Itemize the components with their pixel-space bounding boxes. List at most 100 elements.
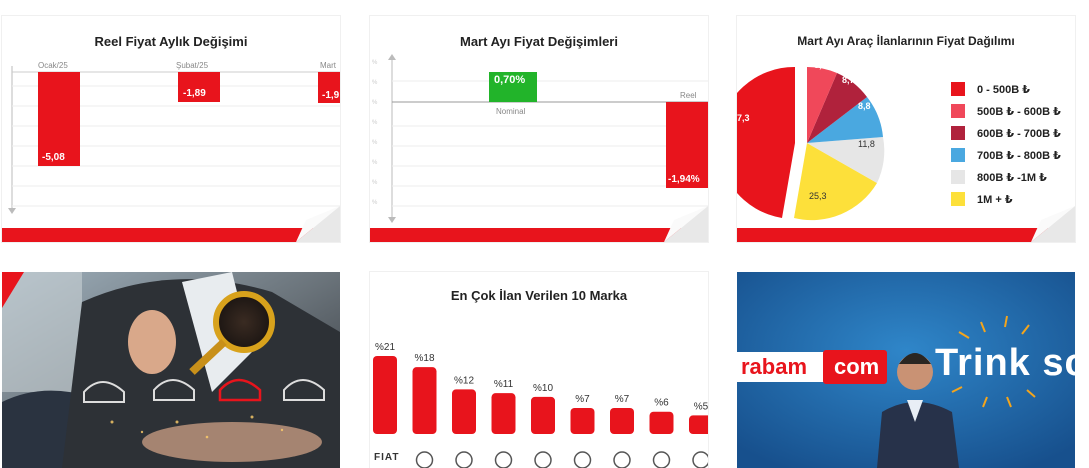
footer-bar: [2, 228, 340, 242]
card-title: Reel Fiyat Aylık Değişimi: [94, 34, 248, 49]
brand-percent-label: %21: [375, 342, 395, 353]
slice-1m: [794, 143, 877, 221]
brand-logo-icon: [494, 451, 513, 468]
legend-label: 700B ₺ - 800B ₺: [977, 149, 1061, 162]
slice-600-700: [807, 73, 867, 143]
label-ocak: Ocak/25: [38, 61, 68, 70]
page-fold-icon: [296, 206, 340, 242]
card-title: Mart Ayı Fiyat Değişimleri: [460, 34, 618, 49]
trink-text: Trink sc: [935, 342, 1075, 384]
march-price-card[interactable]: Mart Ayı Fiyat Değişimleri %%% %%% %% 0,…: [370, 16, 708, 242]
label-mart: Mart: [320, 61, 336, 70]
svg-text:8,7: 8,7: [842, 75, 855, 85]
price-distribution-card[interactable]: Mart Ayı Araç İlanlarının Fiyat Dağılımı…: [737, 16, 1075, 242]
reel-price-card[interactable]: Reel Fiyat Aylık Değişimi Ocak/25 Şubat/…: [2, 16, 340, 242]
label-subat: Şubat/25: [176, 61, 209, 70]
slice-800-1m: [807, 137, 885, 183]
label-reel: Reel: [680, 91, 697, 100]
bar-reel: [666, 102, 708, 188]
brand-percent-label: %18: [414, 353, 434, 364]
brand-percent-label: %7: [575, 394, 590, 405]
brands-bar-chart: %21 %18 %12 %11 %10 %7 %7 %6 %5: [373, 342, 708, 468]
brand-percent-label: %5: [694, 401, 708, 412]
pie-legend: 0 - 500B ₺ 500B ₺ - 600B ₺ 600B ₺ - 700B…: [951, 78, 1061, 210]
brand-logo-icon: [692, 451, 708, 468]
svg-text:25,3: 25,3: [809, 191, 827, 201]
brand-percent-label: %12: [454, 375, 474, 386]
slice-0-500: [737, 66, 795, 218]
arabam-logo-text: rabam: [741, 354, 808, 379]
brand-percent-label: %11: [494, 379, 514, 390]
legend-swatch: [951, 126, 965, 140]
svg-text:%: %: [372, 180, 378, 186]
brand-logo-icon: [455, 451, 473, 468]
brand-bar: [452, 389, 476, 434]
legend-swatch: [951, 170, 965, 184]
legend-swatch: [951, 148, 965, 162]
reel-chart: [8, 66, 340, 214]
brand-bar: [531, 396, 555, 434]
legend-label: 1M + ₺: [977, 193, 1013, 206]
legend-label: 800B ₺ -1M ₺: [977, 171, 1047, 184]
bar-subat: [178, 72, 220, 102]
brand-bar: [373, 356, 397, 434]
pie-chart: 7,3 8,1 8,7 8,8 11,8 25,3: [737, 60, 885, 221]
svg-text:7,3: 7,3: [737, 113, 750, 123]
svg-text:%: %: [372, 100, 378, 106]
slice-500-600: [807, 66, 837, 143]
footer-bar: [370, 228, 708, 242]
legend-swatch: [951, 192, 965, 206]
brand-percent-label: %6: [654, 398, 669, 409]
brand-bar: [649, 411, 674, 434]
svg-text:8,1: 8,1: [814, 60, 827, 70]
legend-label: 600B ₺ - 700B ₺: [977, 127, 1061, 140]
svg-text:%: %: [372, 140, 378, 146]
brand-logo-icon: [415, 451, 434, 468]
svg-text:8,8: 8,8: [858, 101, 871, 111]
value-reel: -1,94%: [668, 174, 700, 185]
legend-swatch: [951, 104, 965, 118]
value-subat: -1,89: [183, 88, 206, 99]
bar-ocak: [38, 72, 80, 166]
arabam-trink-image: [737, 272, 1075, 468]
svg-text:%: %: [372, 80, 378, 86]
brand-logo-icon: [534, 451, 552, 468]
brand-bar: [570, 408, 595, 434]
bar-nominal: [489, 72, 537, 102]
page-fold-icon: [664, 206, 708, 242]
logo-fiat: FIAT: [374, 452, 400, 463]
bar-mart: [318, 72, 340, 103]
card-title: Mart Ayı Araç İlanlarının Fiyat Dağılımı: [797, 34, 1015, 48]
legend-label: 500B ₺ - 600B ₺: [977, 105, 1061, 118]
arabam-com-text: com: [834, 354, 880, 379]
magnifier-cars-image: [2, 272, 340, 468]
brand-logo-icon: [573, 451, 592, 468]
slice-700-800: [807, 97, 883, 143]
svg-text:%: %: [372, 200, 378, 206]
value-mart: -1,9: [322, 90, 340, 101]
brand-percent-label: %7: [615, 394, 630, 405]
svg-text:11,8: 11,8: [858, 139, 875, 149]
brand-logo-icon: [613, 451, 631, 468]
label-nominal: Nominal: [496, 107, 526, 116]
svg-text:%: %: [372, 120, 378, 126]
footer-bar: [737, 228, 1075, 242]
page-fold-icon: [1031, 206, 1075, 242]
brand-logo-icon: [652, 451, 671, 468]
svg-text:%: %: [372, 60, 378, 66]
brand-bar: [610, 408, 634, 434]
top-brands-card[interactable]: En Çok İlan Verilen 10 Marka %21 %18 %12 %1…: [370, 272, 708, 468]
card-title: En Çok İlan Verilen 10 Marka: [450, 288, 628, 303]
arabam-video-card[interactable]: rabam com Trink sc: [737, 272, 1075, 468]
legend-label: 0 - 500B ₺: [977, 83, 1030, 96]
brand-bar: [412, 367, 437, 434]
value-ocak: -5,08: [42, 152, 65, 163]
magnifier-photo-card[interactable]: [2, 272, 340, 468]
brand-percent-label: %10: [533, 383, 553, 394]
brand-bar: [689, 415, 708, 434]
brand-bar: [491, 393, 516, 434]
svg-text:%: %: [372, 160, 378, 166]
value-nominal: 0,70%: [494, 74, 526, 86]
march-chart: %%% %%% %%: [372, 54, 708, 223]
legend-swatch: [951, 82, 965, 96]
